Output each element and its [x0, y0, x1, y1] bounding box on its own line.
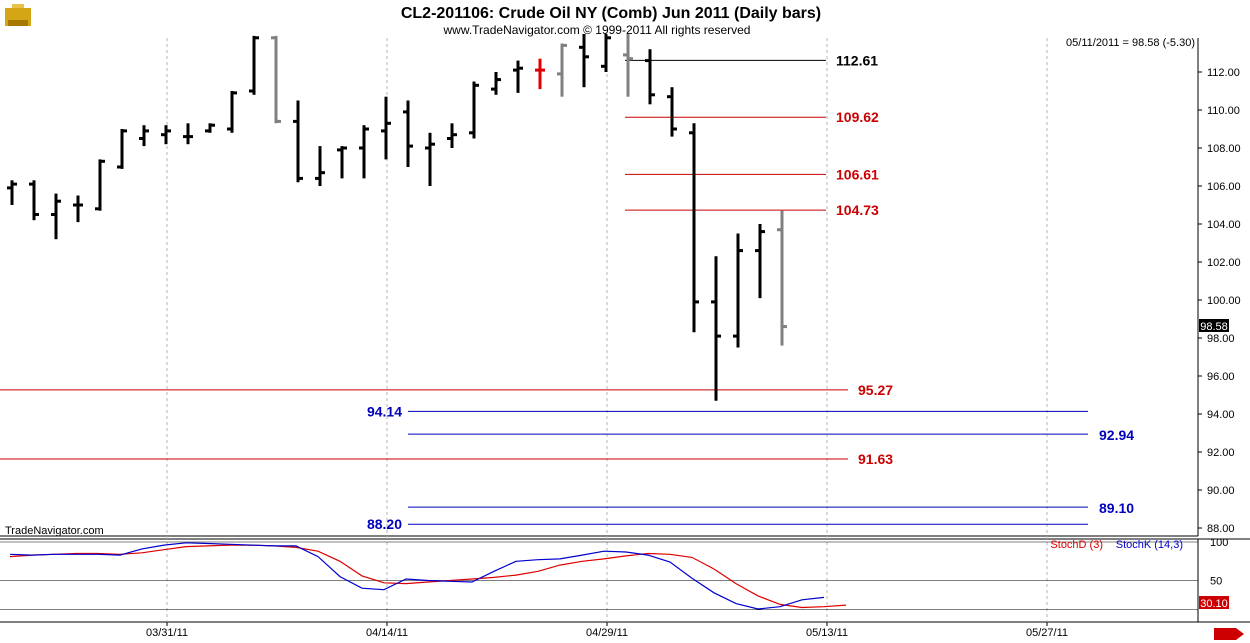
- ohlc-bar: [513, 60, 523, 93]
- y-tick-label: 100.00: [1207, 295, 1241, 307]
- level-label: 92.94: [1099, 427, 1134, 443]
- ohlc-bar: [139, 125, 149, 147]
- y-tick-label: 92.00: [1207, 447, 1235, 459]
- y-tick-label: 88.00: [1207, 523, 1235, 535]
- last-price-tag: 98.58: [1200, 321, 1228, 333]
- y-tick-label: 106.00: [1207, 181, 1241, 193]
- ohlc-bar: [535, 58, 545, 90]
- ohlc-bar: [359, 125, 369, 179]
- ohlc-bar: [73, 195, 83, 223]
- ohlc-bar: [293, 100, 303, 183]
- ohlc-bar: [7, 180, 17, 205]
- watermark: TradeNavigator.com: [5, 525, 104, 537]
- ohlc-bar: [337, 146, 347, 179]
- ohlc-bar: [381, 96, 391, 160]
- ohlc-bar: [249, 35, 259, 95]
- y-tick-label: 110.00: [1207, 105, 1240, 117]
- status-readout: 05/11/2011 = 98.58 (-5.30): [1066, 37, 1195, 49]
- y-tick-label: 94.00: [1207, 409, 1235, 421]
- stoch-k-line: [9, 542, 825, 610]
- ohlc-bar: [733, 233, 743, 348]
- level-label: 88.20: [367, 516, 402, 532]
- ohlc-bar: [491, 72, 501, 95]
- ohlc-bar: [557, 43, 567, 97]
- ohlc-bar: [315, 146, 325, 186]
- ohlc-bar: [161, 125, 171, 145]
- stoch-d-line: [9, 544, 847, 609]
- ohlc-bar: [271, 35, 281, 124]
- ohlc-bar: [601, 34, 611, 72]
- ohlc-bar: [755, 224, 765, 299]
- ohlc-bar: [403, 100, 413, 167]
- ohlc-bar: [205, 123, 215, 133]
- y-tick-label: 104.00: [1207, 219, 1241, 231]
- chart-title: CL2-201106: Crude Oil NY (Comb) Jun 2011…: [401, 5, 821, 22]
- stoch-value-tag: 30.10: [1200, 598, 1228, 610]
- legend-stoch-d: StochD (3): [1050, 539, 1103, 551]
- ohlc-bar: [117, 129, 127, 169]
- level-label: 95.27: [858, 382, 893, 398]
- x-tick-label: 05/27/11: [1026, 627, 1068, 639]
- x-tick-label: 04/14/11: [366, 627, 408, 639]
- trophy-icon: [5, 4, 31, 26]
- price-axis: 88.00 90.00 92.00 94.00 96.00 98.00 100.00 102.…: [1198, 67, 1241, 535]
- scroll-right-arrow-icon[interactable]: [1214, 628, 1244, 640]
- stoch-tick-label: 100: [1210, 537, 1228, 549]
- ohlc-bar: [469, 81, 479, 139]
- y-tick-label: 108.00: [1207, 143, 1241, 155]
- stoch-tick-label: 50: [1210, 576, 1222, 588]
- level-label: 106.61: [836, 166, 879, 182]
- ohlc-bar: [711, 256, 721, 401]
- price-levels: 112.61 109.62 106.61 104.73 95.27 94.14 92.94 9…: [0, 52, 1134, 532]
- level-label: 91.63: [858, 451, 893, 467]
- y-tick-label: 112.00: [1207, 67, 1240, 79]
- x-tick-label: 05/13/11: [806, 627, 848, 639]
- level-label: 94.14: [367, 403, 402, 419]
- level-label: 89.10: [1099, 500, 1134, 516]
- ohlc-bar: [777, 210, 787, 346]
- ohlc-bar: [29, 180, 39, 221]
- ohlc-bar: [447, 123, 457, 148]
- level-label: 109.62: [836, 109, 879, 125]
- x-tick-label: 04/29/11: [586, 627, 628, 639]
- date-axis: 03/31/11 04/14/11 04/29/11 05/13/11 05/27/11: [146, 622, 1068, 639]
- level-label: 104.73: [836, 202, 879, 218]
- y-tick-label: 90.00: [1207, 485, 1235, 497]
- ohlc-bar: [227, 91, 237, 133]
- y-tick-label: 102.00: [1207, 257, 1241, 269]
- ohlc-bar: [623, 34, 633, 97]
- ohlc-bar: [579, 34, 589, 88]
- ohlc-bar: [425, 132, 435, 186]
- ohlc-bar: [667, 87, 677, 137]
- y-tick-label: 96.00: [1207, 371, 1235, 383]
- copyright-line: www.TradeNavigator.com © 1999-2011 All r…: [443, 23, 751, 37]
- ohlc-bar: [51, 193, 61, 240]
- price-bars: [7, 34, 787, 401]
- ohlc-bar: [95, 159, 105, 211]
- stochastic-pane: 100 50 StochD (3) StochK (14,3): [0, 537, 1228, 611]
- legend-stoch-k: StochK (14,3): [1116, 539, 1183, 551]
- y-tick-label: 98.00: [1207, 333, 1235, 345]
- ohlc-bar: [645, 49, 655, 105]
- ohlc-bar: [689, 123, 699, 333]
- ohlc-bar: [183, 123, 193, 145]
- level-label: 112.61: [836, 52, 878, 68]
- x-tick-label: 03/31/11: [146, 627, 188, 639]
